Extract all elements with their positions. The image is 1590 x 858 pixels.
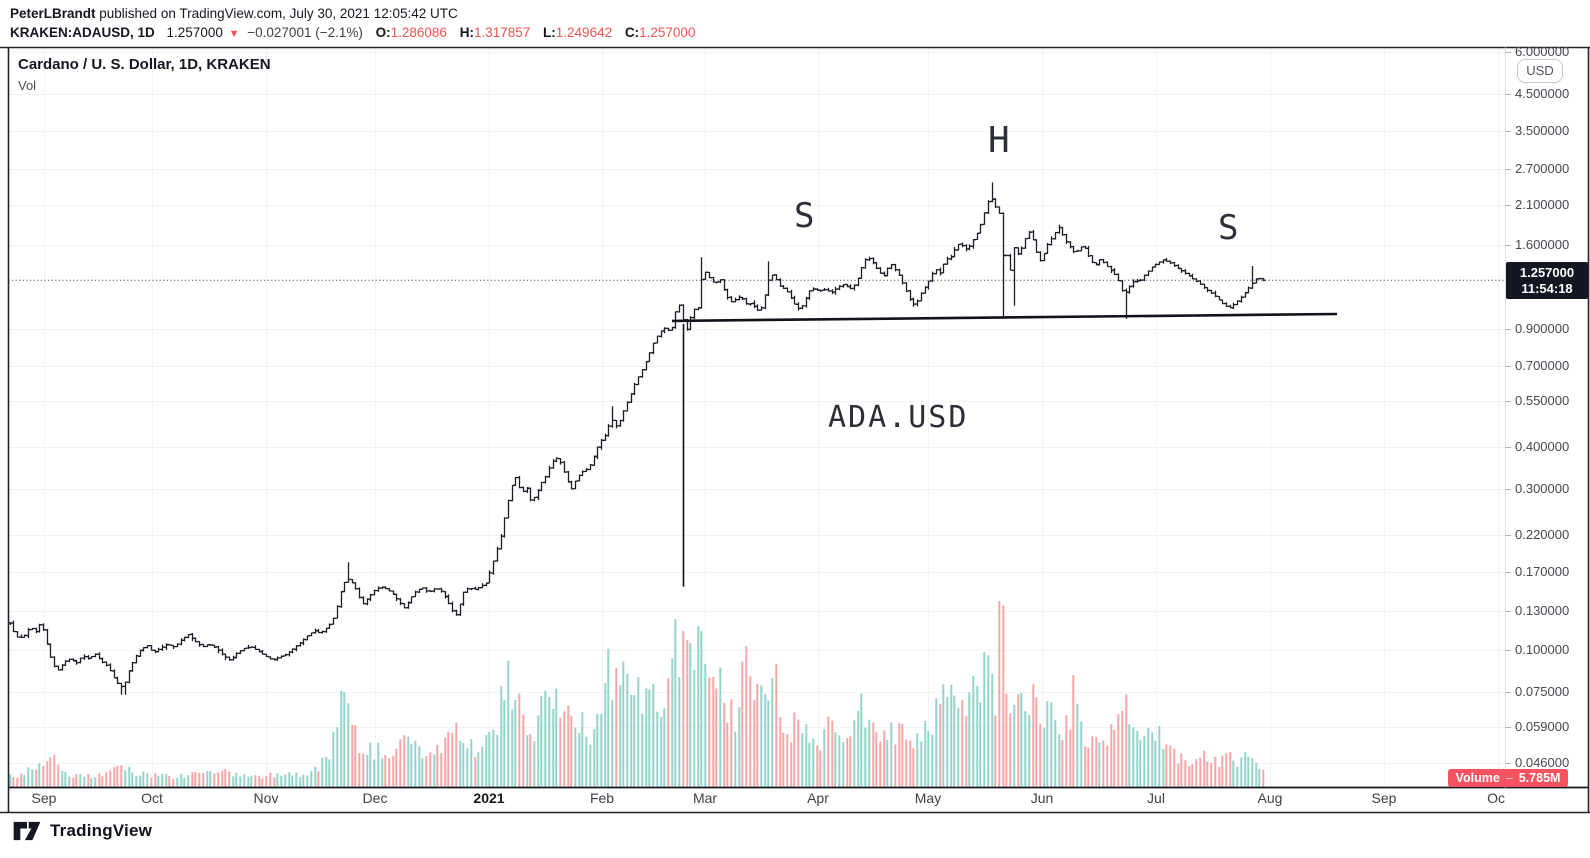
neckline-trendline[interactable] <box>671 312 1338 323</box>
time-scale[interactable]: Sep Oct Nov Dec 2021 Feb Mar Apr May Jun Jul Aug Sep… <box>0 790 1505 810</box>
time-axis-label: Apr <box>807 790 829 806</box>
open-label: O: <box>375 25 391 40</box>
time-axis-label: Sep <box>1371 790 1397 806</box>
time-axis-label: Jul <box>1147 790 1165 806</box>
symbol-name: KRAKEN:ADAUSD, 1D <box>10 25 155 40</box>
chart-frame <box>0 46 1590 814</box>
price-axis-ticks <box>1505 52 1511 764</box>
tradingview-logo-icon <box>13 821 41 841</box>
low-label: L: <box>543 25 556 40</box>
high-value: 1.317857 <box>473 25 531 40</box>
volume-badge-separator: – <box>1505 771 1513 785</box>
volume-value-badge: Volume – 5.785M <box>1448 769 1568 787</box>
time-axis-label: Oct <box>1487 790 1505 806</box>
currency-badge[interactable]: USD <box>1517 59 1563 83</box>
time-axis-label: Sep <box>31 790 57 806</box>
time-axis-label: Aug <box>1257 790 1283 806</box>
tradingview-brand-text: TradingView <box>50 821 153 840</box>
time-axis-label: Jun <box>1030 790 1054 806</box>
current-price-value: 1.257000 <box>1519 264 1575 280</box>
tradingview-logo[interactable]: TradingView <box>12 819 152 843</box>
close-label: C: <box>624 25 640 40</box>
time-axis-label: Dec <box>362 790 388 806</box>
down-triangle-icon: ▼ <box>228 28 240 40</box>
close-value: 1.257000 <box>639 25 696 40</box>
price-change: −0.027001 (−2.1%) <box>247 25 363 40</box>
time-axis-label: May <box>914 790 942 806</box>
last-price: 1.257000 <box>166 25 223 40</box>
volume-up-bars <box>9 619 1261 787</box>
time-axis-label: Oct <box>141 790 163 806</box>
volume-badge-label: Volume <box>1455 771 1500 785</box>
right-shoulder-label[interactable]: S <box>1218 208 1239 248</box>
left-shoulder-label[interactable]: S <box>794 196 815 236</box>
bar-countdown: 11:54:18 <box>1521 280 1573 296</box>
head-label[interactable]: H <box>988 120 1010 161</box>
price-bars <box>8 182 1266 695</box>
pane-title[interactable]: Cardano / U. S. Dollar, 1D, KRAKEN <box>18 56 271 73</box>
publish-header: PeterLBrandt published on TradingView.co… <box>10 5 458 23</box>
time-gridlines <box>44 47 1499 788</box>
time-axis-label: Feb <box>589 790 615 806</box>
volume-indicator-label[interactable]: Vol <box>18 78 37 93</box>
symbol-text-annotation[interactable]: ADA.USD <box>828 400 969 435</box>
high-label: H: <box>459 25 474 40</box>
publish-info: published on TradingView.com, July 30, 2… <box>95 6 458 21</box>
time-axis-label: Nov <box>253 790 279 806</box>
symbol-ohlc-row: KRAKEN:ADAUSD, 1D 1.257000 ▼ −0.027001 (… <box>10 24 695 43</box>
open-value: 1.286086 <box>390 25 447 40</box>
volume-badge-value: 5.785M <box>1518 771 1561 785</box>
time-axis-label: Mar <box>692 790 718 806</box>
current-price-badge: 1.257000 11:54:18 <box>1506 261 1588 299</box>
author-name: PeterLBrandt <box>10 6 96 21</box>
time-axis-label: 2021 <box>473 790 505 806</box>
low-value: 1.249642 <box>555 25 613 40</box>
